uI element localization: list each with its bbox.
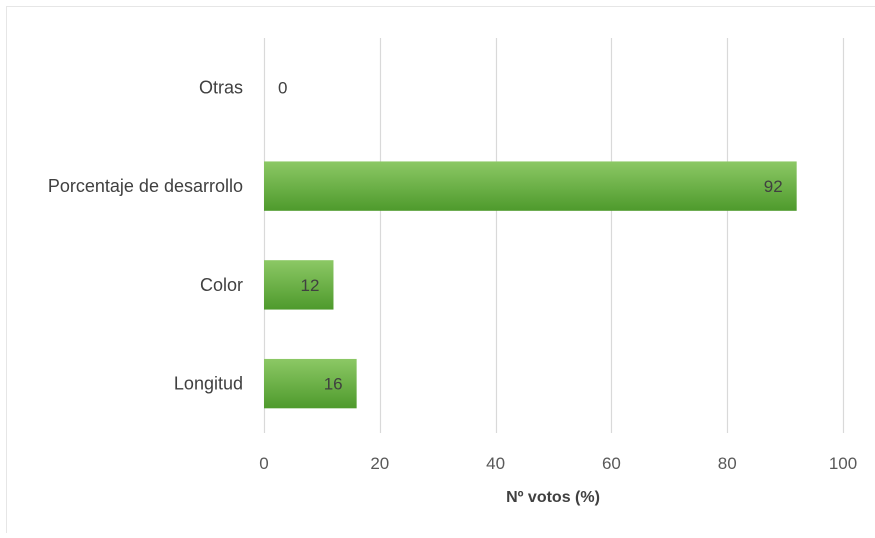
- data-label: 12: [301, 276, 320, 295]
- category-label: Otras: [199, 77, 243, 97]
- x-tick-label: 40: [486, 454, 505, 473]
- bars: [264, 161, 797, 408]
- data-label: 16: [324, 375, 343, 394]
- data-label: 92: [764, 177, 783, 196]
- bar: [264, 359, 357, 408]
- bar: [264, 260, 333, 309]
- x-tick-label: 20: [370, 454, 389, 473]
- x-tick-label: 80: [718, 454, 737, 473]
- x-tick-label: 100: [829, 454, 857, 473]
- x-tick-labels: 0 20 40 60 80 100: [259, 454, 857, 473]
- category-labels: Otras Porcentaje de desarrollo Color Longit…: [48, 77, 243, 393]
- chart-frame: [7, 7, 875, 534]
- category-label: Longitud: [174, 374, 243, 394]
- x-axis-title: Nº votos (%): [506, 489, 600, 506]
- data-label: 0: [278, 78, 287, 97]
- data-labels: 0 92 12 16: [278, 78, 783, 393]
- category-label: Color: [200, 275, 243, 295]
- x-tick-label: 0: [259, 454, 268, 473]
- category-label: Porcentaje de desarrollo: [48, 176, 243, 196]
- bar: [264, 161, 797, 210]
- x-tick-label: 60: [602, 454, 621, 473]
